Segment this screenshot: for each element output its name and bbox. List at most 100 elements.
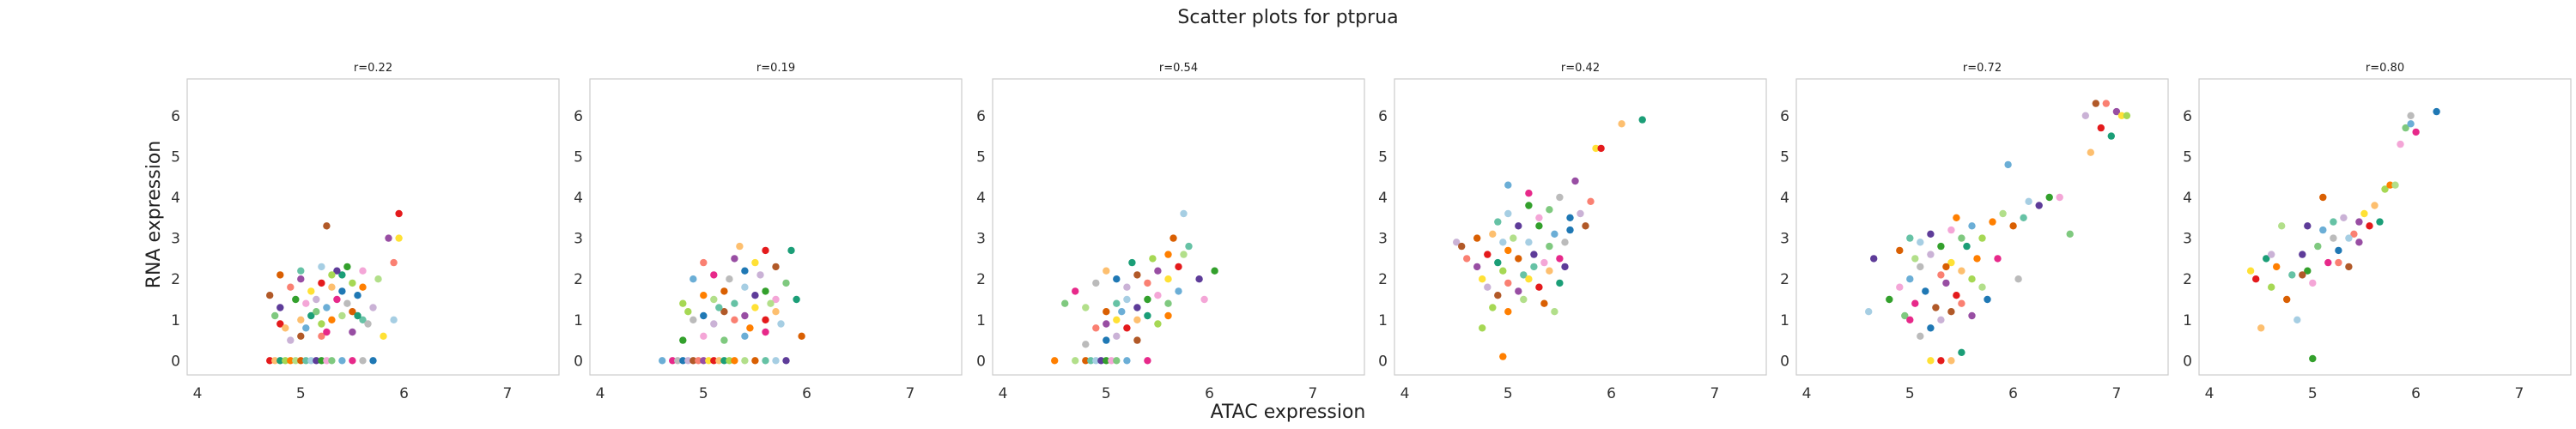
data-point: [1484, 251, 1492, 258]
data-point: [1994, 255, 2002, 263]
data-point: [695, 357, 702, 365]
data-point: [287, 336, 295, 344]
data-point: [762, 328, 769, 336]
data-point: [374, 275, 382, 283]
data-point: [1200, 295, 1208, 304]
data-point: [1113, 299, 1121, 307]
panel-title: r=0.54: [1159, 62, 1198, 75]
data-point: [1540, 258, 1548, 267]
x-tick-label: 4: [1802, 385, 1812, 402]
data-point: [1927, 357, 1935, 365]
data-point: [2386, 181, 2394, 189]
data-point: [369, 357, 377, 365]
y-tick-label: 2: [976, 271, 986, 288]
y-tick-label: 4: [574, 190, 583, 207]
data-point: [297, 332, 305, 340]
x-tick-label: 4: [999, 385, 1008, 402]
data-point: [2246, 267, 2255, 275]
scatter-panel-6: r=0.80 4 5 6 7 0 1 2 3 4 5 6: [2183, 62, 2572, 402]
data-point: [1546, 206, 1553, 214]
data-point: [1108, 357, 1115, 365]
data-point: [1535, 283, 1543, 291]
data-point: [659, 357, 666, 365]
y-tick-label: 3: [2183, 231, 2192, 248]
y-tick-label: 3: [976, 231, 986, 248]
data-point: [1577, 209, 1584, 218]
x-tick-label: 5: [1905, 385, 1915, 402]
data-point: [1092, 279, 1100, 287]
data-point: [276, 357, 284, 365]
data-point: [1937, 271, 1945, 279]
data-point: [1906, 275, 1914, 283]
y-tick-label: 4: [1378, 190, 1388, 207]
data-point: [2360, 209, 2368, 218]
y-tick-label: 3: [574, 231, 583, 248]
data-point: [2345, 263, 2353, 271]
data-point: [1515, 255, 1522, 263]
data-point: [359, 283, 367, 291]
x-tick-label: 4: [2205, 385, 2215, 402]
y-tick-label: 3: [1780, 231, 1789, 248]
y-tick-label: 5: [2183, 148, 2192, 166]
data-point: [1149, 255, 1157, 263]
data-point: [762, 357, 769, 365]
data-point: [684, 357, 692, 365]
data-point: [2112, 107, 2121, 116]
data-point: [1453, 239, 1461, 246]
data-point: [2257, 324, 2265, 332]
data-point: [1947, 357, 1955, 365]
data-point: [1128, 258, 1136, 267]
data-point: [1473, 263, 1481, 271]
data-point: [2319, 226, 2327, 234]
data-point: [1082, 341, 1090, 348]
data-point: [2371, 202, 2379, 209]
data-point: [1566, 214, 1574, 221]
data-point: [720, 308, 728, 316]
y-tick-label: 5: [1780, 148, 1789, 166]
data-point: [1087, 357, 1095, 365]
data-point: [1051, 357, 1059, 365]
data-point: [700, 357, 708, 365]
data-point: [741, 357, 749, 365]
data-point: [777, 320, 785, 328]
data-point: [1551, 308, 1558, 316]
data-point: [1911, 299, 1919, 307]
scatter-panel-5: r=0.72 4 5 6 7 0 1 2 3 4 5 6: [1780, 62, 2169, 402]
data-point: [328, 316, 336, 323]
data-point: [1504, 308, 1512, 316]
y-tick-label: 0: [171, 353, 180, 370]
x-tick-label: 6: [2411, 385, 2421, 402]
y-tick-label: 2: [1378, 271, 1388, 288]
data-point: [1525, 239, 1533, 246]
data-point: [1937, 316, 1945, 323]
data-point: [1525, 190, 1533, 197]
data-point: [1870, 255, 1878, 263]
data-point: [1113, 357, 1121, 365]
data-point: [2268, 251, 2275, 258]
data-point: [1154, 267, 1162, 275]
data-point: [2004, 160, 2012, 169]
data-point: [343, 299, 351, 307]
data-point: [1618, 120, 1625, 128]
data-point: [1463, 255, 1471, 263]
data-point: [762, 246, 769, 255]
data-point: [2407, 112, 2415, 119]
data-point: [1133, 271, 1141, 279]
figure-title: Scatter plots for ptprua: [1177, 7, 1398, 28]
y-tick-label: 1: [976, 312, 986, 329]
panel-title: r=0.19: [756, 62, 795, 75]
data-point: [1479, 275, 1486, 283]
data-point: [1978, 283, 1986, 291]
data-point: [1489, 304, 1497, 311]
data-point: [2407, 120, 2415, 128]
x-tick-label: 5: [2308, 385, 2318, 402]
y-tick-label: 0: [574, 353, 583, 370]
data-point: [798, 332, 805, 340]
data-point: [395, 234, 403, 242]
panel-title: r=0.80: [2366, 62, 2404, 75]
data-point: [323, 304, 331, 311]
data-point: [1164, 299, 1172, 307]
data-point: [313, 357, 320, 365]
data-point: [1195, 275, 1203, 283]
data-point: [276, 304, 284, 311]
